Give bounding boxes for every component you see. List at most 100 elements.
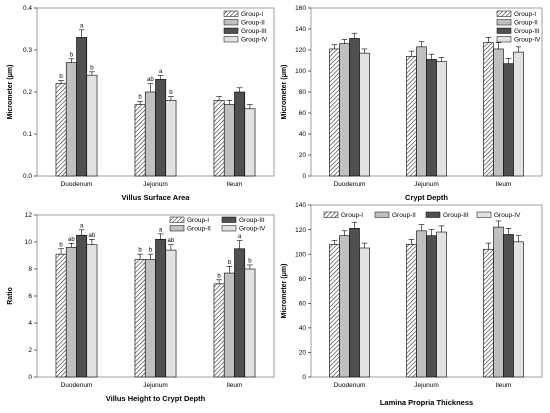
significance-letter: ab bbox=[89, 233, 96, 239]
significance-letter: b bbox=[248, 258, 252, 264]
bar bbox=[134, 259, 146, 378]
bar bbox=[513, 241, 524, 378]
bar bbox=[165, 249, 177, 378]
significance-letter: b bbox=[217, 273, 221, 279]
bar bbox=[416, 230, 427, 378]
bar bbox=[55, 83, 67, 177]
legend-swatch bbox=[223, 27, 239, 34]
y-tick-label: 0 bbox=[302, 374, 306, 381]
significance-letter: ab bbox=[147, 77, 154, 83]
bar bbox=[426, 235, 437, 378]
x-tick-label: Jejunum bbox=[414, 382, 439, 389]
bar bbox=[513, 51, 524, 177]
legend-label: Group-III bbox=[443, 212, 469, 219]
legend-label: Group-I bbox=[187, 217, 209, 224]
y-tick-label: 100 bbox=[295, 251, 306, 258]
bar bbox=[339, 235, 350, 378]
legend-label: Group-IV bbox=[241, 37, 268, 44]
significance-letter: a bbox=[159, 69, 163, 75]
y-tick-label: 140 bbox=[295, 26, 306, 33]
x-tick-label: Duodenum bbox=[334, 181, 366, 188]
bar bbox=[144, 259, 156, 378]
bar bbox=[416, 46, 427, 177]
legend-swatch bbox=[496, 19, 512, 26]
legend-swatch bbox=[221, 216, 237, 223]
bar bbox=[359, 247, 370, 378]
bar bbox=[213, 283, 225, 378]
legend-swatch bbox=[221, 225, 237, 232]
significance-letter: b bbox=[228, 260, 232, 266]
legend-swatch bbox=[323, 211, 339, 218]
legend-label: Group-II bbox=[241, 20, 265, 27]
bar bbox=[76, 234, 88, 378]
legend-swatch bbox=[496, 27, 512, 34]
bar bbox=[234, 91, 246, 177]
y-tick-label: 0.1 bbox=[23, 131, 32, 138]
significance-letter: b bbox=[138, 248, 142, 254]
bar bbox=[155, 239, 167, 378]
bar bbox=[86, 74, 98, 177]
bar bbox=[213, 100, 225, 177]
bar bbox=[134, 104, 146, 177]
chart-panel-2: 0 20 40 60 80 100 120 140 160 Micrometer (μm) Cryp… bbox=[281, 5, 543, 202]
significance-letter: b bbox=[138, 95, 142, 101]
bar bbox=[503, 234, 514, 378]
legend-swatch bbox=[496, 10, 512, 17]
bar bbox=[503, 63, 514, 177]
bar bbox=[483, 248, 494, 378]
significance-letter: ab bbox=[68, 237, 75, 243]
y-tick-label: 4 bbox=[28, 320, 32, 327]
legend-label: Group-I bbox=[514, 11, 536, 18]
legend-label: Group-III bbox=[514, 28, 540, 35]
legend-label: Group-I bbox=[241, 11, 263, 18]
chart-title: Villus Surface Area bbox=[122, 193, 191, 202]
x-tick-label: Duodenum bbox=[61, 181, 93, 188]
y-axis-label: Micrometer (μm) bbox=[281, 65, 288, 120]
bar bbox=[223, 104, 235, 177]
y-tick-label: 60 bbox=[299, 110, 307, 117]
bar bbox=[339, 43, 350, 177]
bar bbox=[55, 253, 67, 378]
chart-title: Lamina Propria Thickness bbox=[380, 398, 473, 407]
bar bbox=[426, 59, 437, 177]
bar bbox=[329, 244, 340, 378]
legend-label: Group-IV bbox=[514, 37, 541, 44]
y-axis-label: Ratio bbox=[7, 287, 14, 305]
significance-letter: b bbox=[149, 248, 153, 254]
y-tick-label: 8 bbox=[28, 266, 32, 273]
legend-swatch bbox=[223, 36, 239, 43]
legend-label: Group-IV bbox=[494, 212, 521, 219]
chart-title: Crypt Depth bbox=[405, 193, 448, 202]
bar bbox=[329, 48, 340, 177]
legend-label: Group-II bbox=[514, 20, 538, 27]
y-axis-label: Micrometer (μm) bbox=[281, 264, 288, 319]
significance-letter: a bbox=[159, 227, 163, 233]
bar bbox=[223, 272, 235, 378]
y-tick-label: 120 bbox=[295, 227, 306, 234]
legend-swatch bbox=[496, 36, 512, 43]
y-tick-label: 140 bbox=[295, 202, 306, 209]
x-tick-label: Jejunum bbox=[414, 181, 439, 188]
y-tick-label: 120 bbox=[295, 47, 306, 54]
y-tick-label: 0.4 bbox=[23, 5, 32, 12]
y-tick-label: 0.0 bbox=[23, 173, 32, 180]
y-tick-label: 0 bbox=[28, 374, 32, 381]
x-tick-label: Jejunum bbox=[143, 181, 168, 188]
x-tick-label: Duodenum bbox=[61, 382, 93, 389]
legend-swatch bbox=[169, 216, 185, 223]
y-axis-label: Micrometer (μm) bbox=[7, 65, 14, 120]
chart-panel-1: 0.0 0.1 0.2 0.3 0.4 Micrometer (μm) Villus Sur… bbox=[7, 5, 275, 202]
significance-letter: a bbox=[80, 223, 84, 229]
y-tick-label: 100 bbox=[295, 68, 306, 75]
significance-letter: b bbox=[59, 242, 63, 248]
x-tick-label: Ileum bbox=[496, 181, 512, 188]
legend-swatch bbox=[223, 10, 239, 17]
bar bbox=[493, 226, 504, 378]
legend-swatch bbox=[169, 225, 185, 232]
bar bbox=[234, 248, 246, 378]
bar bbox=[436, 231, 447, 378]
legend-swatch bbox=[476, 211, 492, 218]
